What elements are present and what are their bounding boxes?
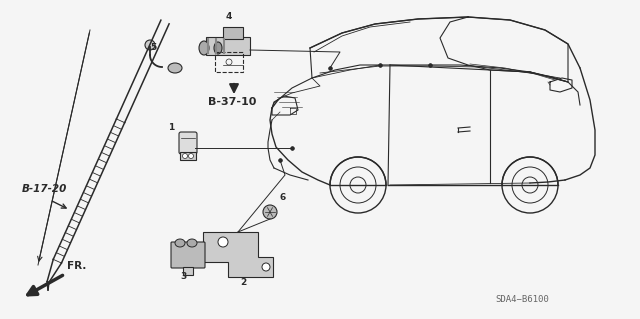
Text: FR.: FR. <box>67 261 86 271</box>
FancyBboxPatch shape <box>179 132 197 154</box>
Bar <box>223 27 243 39</box>
Text: 5: 5 <box>150 43 156 52</box>
Circle shape <box>145 40 155 50</box>
Circle shape <box>263 205 277 219</box>
Text: 1: 1 <box>168 123 174 132</box>
Text: B-37-10: B-37-10 <box>208 97 257 107</box>
Circle shape <box>182 153 188 159</box>
Ellipse shape <box>199 41 209 55</box>
Text: B-17-20: B-17-20 <box>22 184 67 194</box>
FancyBboxPatch shape <box>171 242 205 268</box>
Text: 6: 6 <box>279 193 285 202</box>
Text: SDA4−B6100: SDA4−B6100 <box>495 295 548 304</box>
Ellipse shape <box>175 239 185 247</box>
Ellipse shape <box>214 42 222 54</box>
Text: 2: 2 <box>240 278 246 287</box>
Circle shape <box>189 153 193 159</box>
Text: 4: 4 <box>226 12 232 21</box>
Circle shape <box>262 263 270 271</box>
Bar <box>215 52 243 72</box>
Polygon shape <box>203 232 273 277</box>
Text: 3: 3 <box>180 272 186 281</box>
Bar <box>183 267 193 275</box>
Circle shape <box>218 237 228 247</box>
Ellipse shape <box>187 239 197 247</box>
Bar <box>180 152 196 160</box>
FancyBboxPatch shape <box>206 37 250 55</box>
Ellipse shape <box>168 63 182 73</box>
